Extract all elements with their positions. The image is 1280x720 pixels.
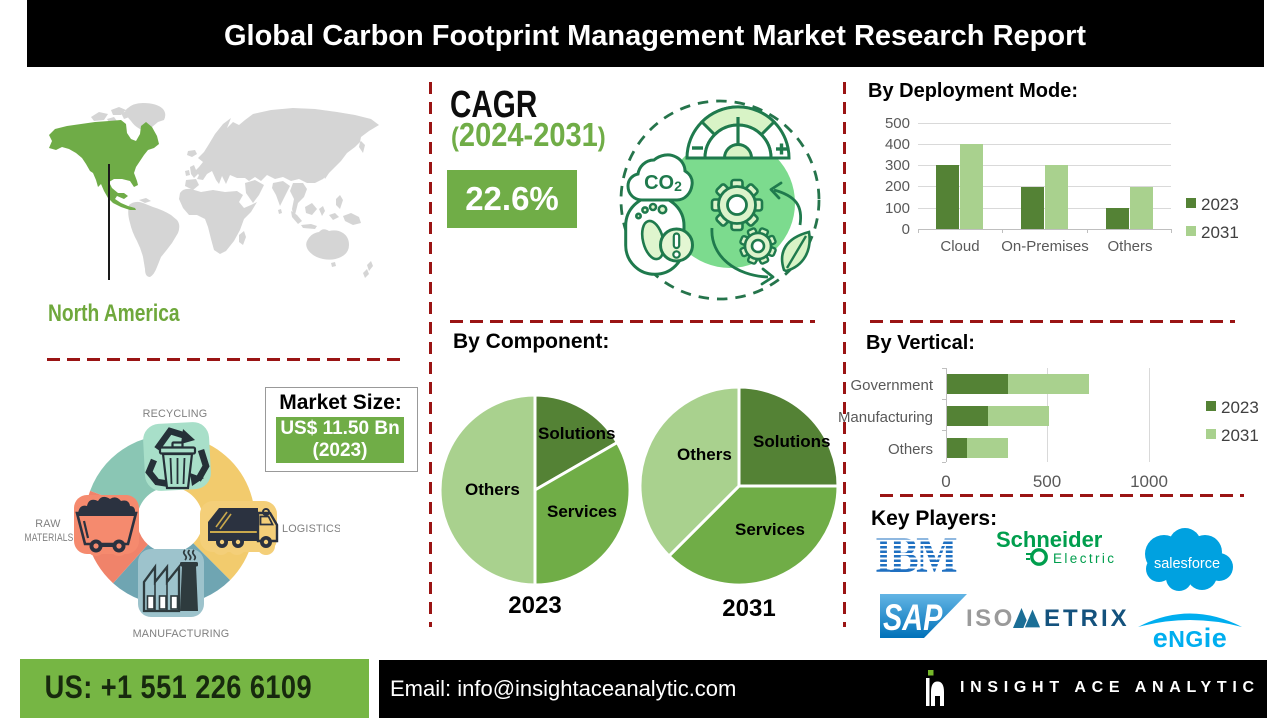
svg-text:LOGISTICS: LOGISTICS [282,523,340,535]
svg-text:MANUFACTURING: MANUFACTURING [133,628,230,640]
svg-text:eNGie: eNGie [1153,623,1228,649]
svg-text:RECYCLING: RECYCLING [143,408,208,420]
svg-text:RAW: RAW [35,518,61,530]
svg-text:CO2: CO2 [644,172,682,194]
svg-text:MATERIALS: MATERIALS [25,532,74,544]
svg-text:SAP: SAP [883,598,943,638]
svg-text:salesforce: salesforce [1154,556,1220,572]
